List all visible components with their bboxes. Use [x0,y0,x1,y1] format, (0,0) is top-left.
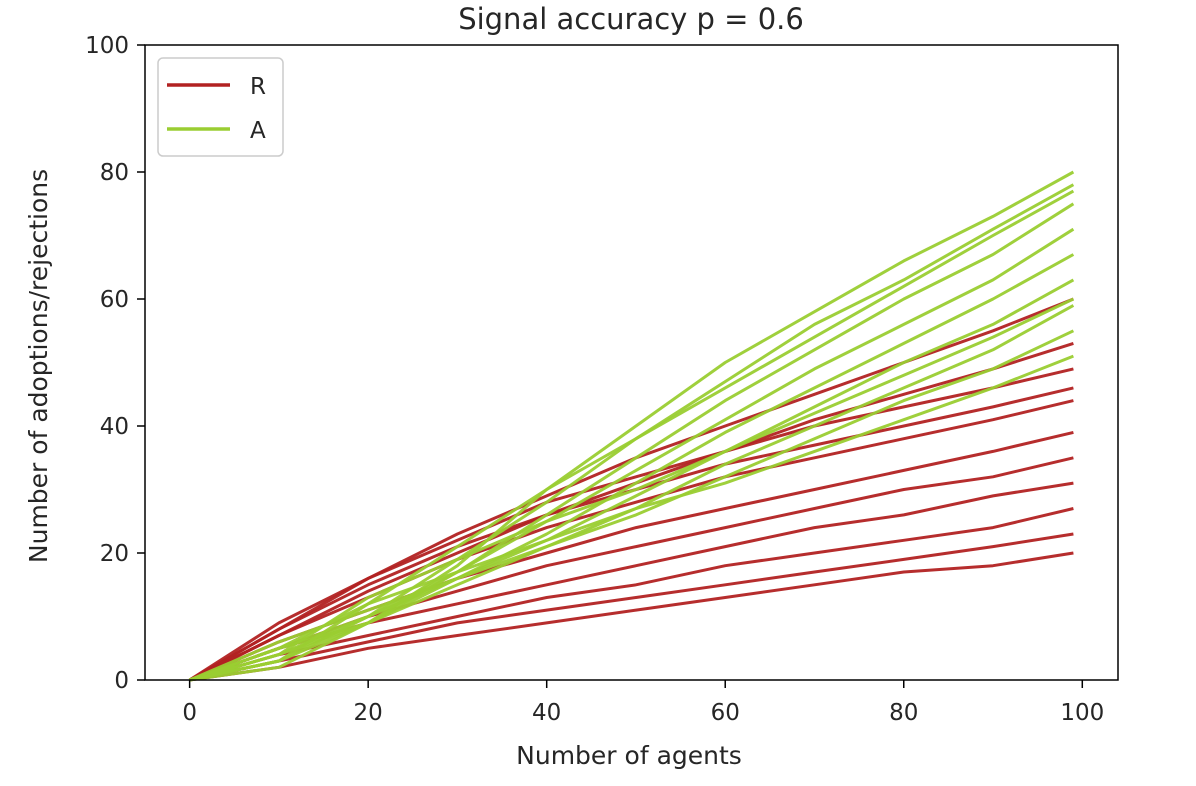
series-a-lines [189,170,1075,682]
legend-a-label: A [250,118,266,144]
x-tick-label-40: 40 [532,700,561,726]
series-a-run-0 [189,170,1075,682]
series-a-run-9 [189,297,1075,682]
legend-r-label: R [250,74,266,100]
series-a-run-5 [189,278,1075,682]
legend-box [157,57,284,157]
y-tick-label-100: 100 [85,33,129,59]
series-r-run-0 [188,367,1074,682]
series-r-run-6 [189,507,1074,682]
series-a-run-7 [189,329,1075,682]
y-tick-label-0: 0 [114,668,129,694]
y-tick-label-20: 20 [100,541,129,567]
x-tick-label-60: 60 [711,700,740,726]
x-axis-label: Number of agents [516,741,742,770]
x-tick-label-20: 20 [354,700,383,726]
legend: R A [157,57,284,157]
plot-frame [144,44,1119,681]
x-axis-ticks: 0 20 40 60 80 100 [182,680,1104,726]
series-a-run-3 [189,227,1075,682]
y-tick-label-60: 60 [100,287,129,313]
y-axis-label: Number of adoptions/rejections [24,169,53,563]
chart-title: Signal accuracy p = 0.6 [458,2,804,36]
x-tick-label-80: 80 [889,700,918,726]
y-axis-ticks: 0 20 40 60 80 100 [85,33,145,694]
y-tick-label-80: 80 [100,160,129,186]
series-a-run-2 [189,202,1075,682]
series-r-lines [188,297,1074,682]
series-a-run-6 [189,304,1075,682]
y-tick-label-40: 40 [100,414,129,440]
series-a-run-4 [189,253,1075,682]
series-r-run-2 [188,399,1074,682]
series-r-run-8 [189,551,1074,682]
x-tick-label-0: 0 [182,700,197,726]
x-tick-label-100: 100 [1060,700,1104,726]
series-a-run-10 [189,189,1075,682]
plot-area [188,170,1075,682]
series-r-run-7 [189,532,1074,682]
series-a-run-8 [189,354,1074,682]
